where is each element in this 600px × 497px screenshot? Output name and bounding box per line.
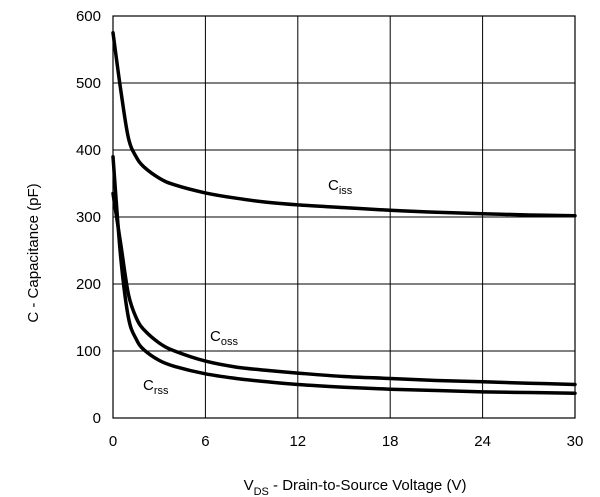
y-tick-labels: 0 100 200 300 400 500 600 bbox=[76, 8, 101, 427]
series-label-main: C bbox=[210, 328, 221, 345]
series-label-main: C bbox=[328, 177, 339, 194]
grid-lines bbox=[112, 15, 576, 419]
series-label-crss: Crss bbox=[143, 377, 169, 397]
series-label-sub: oss bbox=[221, 336, 239, 348]
series-line-crss bbox=[111, 154, 577, 395]
x-tick-label: 6 bbox=[201, 433, 209, 450]
x-tick-label: 30 bbox=[567, 433, 584, 450]
x-axis-label: VDS - Drain-to-Source Voltage (V) bbox=[244, 477, 467, 497]
series-label-coss: Coss bbox=[210, 328, 238, 348]
series-label-sub: rss bbox=[154, 385, 169, 397]
x-axis-label-sub: DS bbox=[254, 486, 269, 497]
y-tick-label: 300 bbox=[76, 209, 101, 226]
x-tick-label: 24 bbox=[474, 433, 491, 450]
series-label-main: C bbox=[143, 377, 154, 394]
y-tick-label: 600 bbox=[76, 8, 101, 25]
x-tick-label: 18 bbox=[382, 433, 399, 450]
x-axis-label-rest: - Drain-to-Source Voltage (V) bbox=[269, 477, 467, 494]
series-label-ciss: Ciss bbox=[328, 177, 353, 197]
y-tick-label: 100 bbox=[76, 343, 101, 360]
y-tick-label: 200 bbox=[76, 276, 101, 293]
x-tick-label: 12 bbox=[289, 433, 306, 450]
x-axis-label-main: V bbox=[244, 477, 254, 494]
x-tick-label: 0 bbox=[109, 433, 117, 450]
y-axis-label: C - Capacitance (pF) bbox=[25, 183, 42, 322]
y-tick-label: 400 bbox=[76, 142, 101, 159]
y-tick-label: 500 bbox=[76, 75, 101, 92]
series-line-ciss bbox=[111, 31, 577, 218]
series-label-sub: iss bbox=[339, 185, 353, 197]
y-tick-label: 0 bbox=[93, 410, 101, 427]
series-curves bbox=[111, 31, 577, 395]
x-tick-labels: 0 6 12 18 24 30 bbox=[109, 433, 584, 450]
series-line-coss bbox=[111, 191, 577, 387]
